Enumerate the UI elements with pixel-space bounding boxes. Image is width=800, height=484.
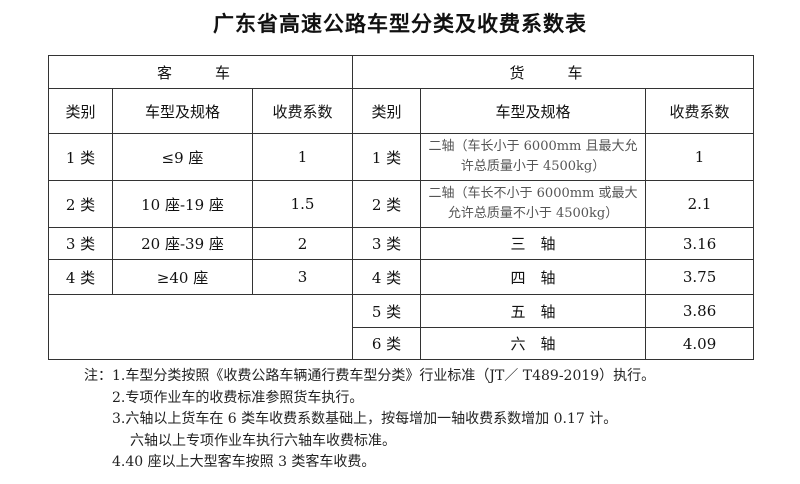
cell: 4 类 bbox=[352, 259, 422, 295]
cell: 四 轴 bbox=[420, 259, 647, 295]
cell: 三 轴 bbox=[420, 227, 647, 260]
cell: 二轴（车长小于 6000mm 且最大允许总质量小于 4500kg） bbox=[420, 133, 647, 181]
column-header: 类别 bbox=[352, 88, 422, 134]
cell: 1 bbox=[645, 133, 755, 181]
cell: 3.16 bbox=[645, 227, 755, 260]
column-header: 类别 bbox=[48, 88, 113, 134]
cell: 3 类 bbox=[48, 227, 113, 260]
note: 注：1.车型分类按照《收费公路车辆通行费车型分类》行业标准（JT／ T489-2… bbox=[84, 368, 656, 384]
column-header: 收费系数 bbox=[645, 88, 755, 134]
cell: 10 座-19 座 bbox=[112, 180, 253, 228]
cell: ≥40 座 bbox=[112, 259, 253, 295]
table-row: 2 类 10 座-19 座 1.5 2 类 二轴（车长不小于 6000mm 或最… bbox=[48, 180, 755, 228]
table-row: 5 类 五 轴 3.86 bbox=[47, 294, 755, 360]
cell: ≤9 座 bbox=[112, 133, 253, 181]
cell: 3 bbox=[251, 259, 354, 295]
passenger-header: 客 车 bbox=[47, 55, 354, 89]
column-header: 收费系数 bbox=[251, 88, 354, 134]
cell: 2.1 bbox=[645, 180, 755, 228]
cell: 1 类 bbox=[48, 133, 113, 181]
cell: 4 类 bbox=[48, 259, 113, 295]
toll-table: 客 车 货 车 类别 车型及规格 收费系数 类别 车型及规格 收费系数 1 类 … bbox=[47, 55, 755, 360]
cell: 20 座-39 座 bbox=[112, 227, 253, 260]
cell: 二轴（车长不小于 6000mm 或最大允许总质量不小于 4500kg） bbox=[420, 180, 647, 228]
table-row: 1 类 ≤9 座 1 1 类 二轴（车长小于 6000mm 且最大允许总质量小于… bbox=[48, 133, 755, 181]
cell: 5 类 bbox=[352, 294, 422, 328]
table-row: 4 类 ≥40 座 3 4 类 四 轴 3.75 bbox=[48, 259, 755, 295]
note: 3.六轴以上货车在 6 类车收费系数基础上，按每增加一轴收费系数增加 0.17 … bbox=[112, 411, 618, 427]
cell: 4.09 bbox=[645, 327, 755, 360]
note: 六轴以上专项作业车执行六轴车收费标准。 bbox=[130, 432, 396, 449]
table-row: 6 类 六 轴 4.09 bbox=[49, 327, 755, 360]
note: 2.专项作业车的收费标准参照货车执行。 bbox=[112, 389, 364, 406]
cell: 3.86 bbox=[645, 294, 755, 328]
cell: 1 类 bbox=[352, 133, 422, 181]
cell: 3 类 bbox=[352, 227, 422, 260]
cell: 六 轴 bbox=[420, 327, 647, 360]
page-title: 广东省高速公路车型分类及收费系数表 bbox=[213, 11, 587, 36]
cell: 3.75 bbox=[645, 259, 755, 295]
column-header: 车型及规格 bbox=[420, 88, 647, 134]
cell: 2 bbox=[251, 227, 354, 260]
cell: 6 类 bbox=[352, 327, 422, 360]
cell: 五 轴 bbox=[420, 294, 647, 328]
freight-header: 货 车 bbox=[352, 55, 755, 89]
cell: 1 bbox=[251, 133, 354, 181]
note: 4.40 座以上大型客车按照 3 类客车收费。 bbox=[112, 454, 376, 470]
notes: 注：1.车型分类按照《收费公路车辆通行费车型分类》行业标准（JT／ T489-2… bbox=[84, 366, 655, 474]
cell: 2 类 bbox=[352, 180, 422, 228]
table-row: 3 类 20 座-39 座 2 3 类 三 轴 3.16 bbox=[48, 227, 755, 260]
cell: 2 类 bbox=[48, 180, 113, 228]
empty-cell bbox=[47, 294, 354, 360]
column-header: 车型及规格 bbox=[112, 88, 253, 134]
cell: 1.5 bbox=[251, 180, 354, 228]
